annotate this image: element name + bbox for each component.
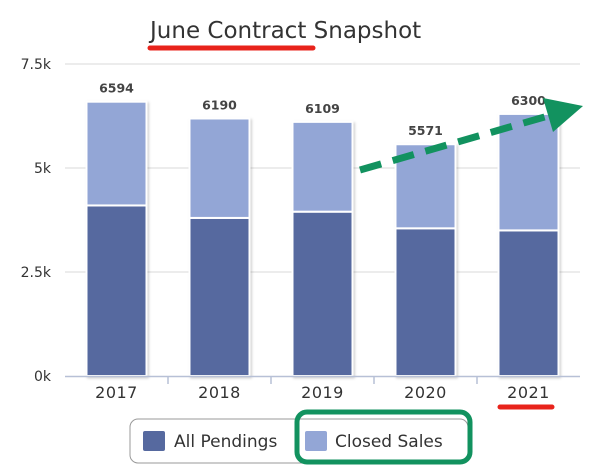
bar-all-pendings-2021[interactable] bbox=[497, 229, 560, 377]
y-tick-label: 5k bbox=[34, 161, 52, 177]
bar-closed-sales-2017[interactable] bbox=[85, 100, 148, 207]
bar-all-pendings-2018[interactable] bbox=[188, 216, 251, 377]
x-axis: 2017 2018 2019 2020 2021 bbox=[65, 375, 580, 402]
legend-swatch-closed-sales bbox=[305, 431, 327, 451]
bar-stack-2017 bbox=[85, 100, 148, 377]
y-axis-ticks: 0k 2.5k 5k 7.5k bbox=[21, 57, 52, 385]
x-tick-label-2020: 2020 bbox=[404, 383, 447, 402]
bar-total-labels: 6594 6190 6109 5571 6300 bbox=[99, 81, 546, 139]
legend-label-all-pendings: All Pendings bbox=[174, 432, 277, 452]
x-tick-label-2021: 2021 bbox=[507, 383, 550, 402]
bar-closed-sales-2021[interactable] bbox=[497, 112, 560, 232]
legend-highlight-annotation bbox=[294, 409, 473, 465]
bar-stack-2021 bbox=[497, 112, 560, 377]
bar-all-pendings-2019[interactable] bbox=[291, 210, 354, 377]
trend-arrow-annotation bbox=[359, 98, 583, 174]
y-tick-label: 7.5k bbox=[21, 57, 52, 73]
bars bbox=[85, 100, 560, 377]
legend-item-closed-sales[interactable]: Closed Sales bbox=[305, 431, 443, 452]
legend-item-all-pendings[interactable]: All Pendings bbox=[143, 431, 277, 452]
bar-stack-2018 bbox=[188, 117, 251, 377]
x-tick-label-2019: 2019 bbox=[301, 383, 344, 402]
bar-closed-sales-2019[interactable] bbox=[291, 120, 354, 213]
bar-total-label: 5571 bbox=[408, 123, 443, 138]
x-tick-label-2018: 2018 bbox=[198, 383, 241, 402]
chart-title: June Contract Snapshot bbox=[148, 18, 421, 44]
legend-swatch-all-pendings bbox=[143, 431, 165, 451]
bar-closed-sales-2018[interactable] bbox=[188, 117, 251, 219]
bar-total-label: 6300 bbox=[511, 93, 546, 108]
bar-stack-2019 bbox=[291, 120, 354, 377]
legend: All Pendings Closed Sales bbox=[129, 409, 473, 465]
bar-total-label: 6109 bbox=[305, 101, 340, 116]
y-tick-label: 2.5k bbox=[21, 265, 52, 281]
bar-total-label: 6594 bbox=[99, 81, 134, 96]
bar-stack-2020 bbox=[394, 143, 457, 377]
y-tick-label: 0k bbox=[34, 369, 52, 385]
bar-total-label: 6190 bbox=[202, 97, 237, 112]
bar-all-pendings-2017[interactable] bbox=[85, 204, 148, 377]
legend-label-closed-sales: Closed Sales bbox=[335, 432, 443, 452]
x-tick-label-2017: 2017 bbox=[95, 383, 138, 402]
bar-all-pendings-2020[interactable] bbox=[394, 227, 457, 377]
